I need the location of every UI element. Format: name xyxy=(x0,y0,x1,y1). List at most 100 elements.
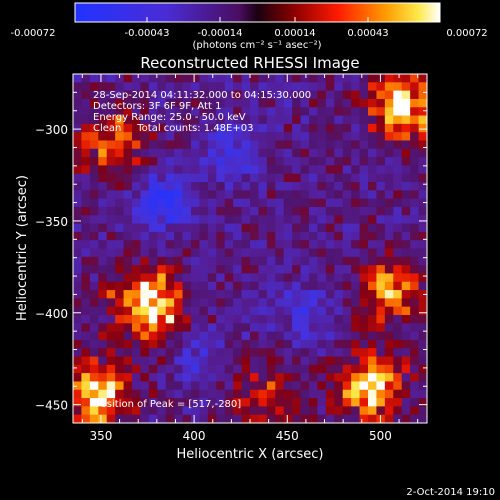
heatmap-cell xyxy=(342,223,352,233)
heatmap-cell xyxy=(224,281,234,291)
heatmap-cell xyxy=(81,140,91,150)
heatmap-cell xyxy=(148,398,158,407)
heatmap-cell xyxy=(266,331,276,341)
heatmap-cell xyxy=(241,389,251,399)
heatmap-cell xyxy=(258,74,268,83)
heatmap-cell xyxy=(191,115,201,125)
heatmap-cell xyxy=(115,231,125,241)
heatmap-cell xyxy=(174,248,184,258)
heatmap-cell xyxy=(191,298,201,308)
heatmap-cell xyxy=(275,173,285,183)
heatmap-cell xyxy=(250,323,260,333)
heatmap-cell xyxy=(132,389,142,399)
heatmap-cell xyxy=(250,265,260,275)
heatmap-cell xyxy=(283,364,293,374)
heatmap-cell xyxy=(216,298,226,308)
heatmap-cell xyxy=(342,190,352,200)
heatmap-cell xyxy=(368,348,378,358)
heatmap-cell xyxy=(292,256,302,266)
heatmap-cell xyxy=(233,381,243,391)
heatmap-cell xyxy=(233,281,243,291)
heatmap-cell xyxy=(334,339,344,349)
heatmap-cell xyxy=(157,198,167,208)
heatmap-cell xyxy=(199,348,209,358)
heatmap-cell xyxy=(258,206,268,216)
heatmap-cell xyxy=(191,414,201,423)
heatmap-cell xyxy=(165,165,175,175)
heatmap-cell xyxy=(191,306,201,316)
heatmap-cell xyxy=(157,339,167,349)
heatmap-cell xyxy=(132,148,142,158)
heatmap-cell xyxy=(199,98,209,108)
heatmap-cell xyxy=(309,331,319,341)
heatmap-cell xyxy=(250,215,260,225)
heatmap-cell xyxy=(233,240,243,250)
heatmap-cell xyxy=(317,173,327,183)
heatmap-cell xyxy=(73,389,83,399)
heatmap-cell xyxy=(182,364,192,374)
heatmap-cell xyxy=(250,248,260,258)
heatmap-cell xyxy=(182,373,192,383)
heatmap-cell xyxy=(368,90,378,100)
heatmap-cell xyxy=(73,339,83,349)
heatmap-cell xyxy=(368,364,378,374)
heatmap-cell xyxy=(148,323,158,333)
heatmap-cell xyxy=(165,364,175,374)
heatmap-cell xyxy=(106,115,116,125)
heatmap-cell xyxy=(401,281,411,291)
heatmap-cell xyxy=(393,281,403,291)
heatmap-cell xyxy=(300,165,310,175)
heatmap-cell xyxy=(334,165,344,175)
heatmap-cell xyxy=(250,107,260,117)
heatmap-cell xyxy=(233,157,243,167)
heatmap-cell xyxy=(334,323,344,333)
heatmap-cell xyxy=(132,273,142,283)
heatmap-cell xyxy=(325,231,335,241)
heatmap-cell xyxy=(191,98,201,108)
heatmap-cell xyxy=(384,148,394,158)
heatmap-cell xyxy=(224,231,234,241)
heatmap-cell xyxy=(224,248,234,258)
heatmap-cell xyxy=(174,265,184,275)
heatmap-cell xyxy=(199,265,209,275)
heatmap-cell xyxy=(401,231,411,241)
heatmap-cell xyxy=(233,74,243,83)
heatmap-cell xyxy=(368,339,378,349)
heatmap-cell xyxy=(401,90,411,100)
heatmap-cell xyxy=(224,90,234,100)
heatmap-cell xyxy=(73,140,83,150)
heatmap-cell xyxy=(410,389,420,399)
heatmap-cell xyxy=(351,123,361,133)
heatmap-cell xyxy=(157,190,167,200)
heatmap-cell xyxy=(418,348,427,358)
heatmap-cell xyxy=(73,256,83,266)
heatmap-cell xyxy=(418,148,427,158)
heatmap-cell xyxy=(89,90,99,100)
heatmap-cell xyxy=(140,273,150,283)
heatmap-cell xyxy=(207,389,217,399)
heatmap-cell xyxy=(216,398,226,407)
heatmap-cell xyxy=(376,231,386,241)
heatmap-cell xyxy=(73,314,83,324)
heatmap-cell xyxy=(300,82,310,92)
heatmap-cell xyxy=(351,265,361,275)
heatmap-cell xyxy=(89,182,99,191)
heatmap-cell xyxy=(148,74,158,83)
heatmap-cell xyxy=(174,82,184,92)
heatmap-cell xyxy=(292,123,302,133)
heatmap-cell xyxy=(376,348,386,358)
heatmap-cell xyxy=(115,248,125,258)
heatmap-cell xyxy=(216,107,226,117)
heatmap-cell xyxy=(393,215,403,225)
heatmap-cell xyxy=(300,231,310,241)
heatmap-cell xyxy=(300,290,310,299)
heatmap-cell xyxy=(376,198,386,208)
heatmap-cell xyxy=(258,406,268,416)
heatmap-cell xyxy=(191,90,201,100)
heatmap-cell xyxy=(207,356,217,366)
heatmap-cell xyxy=(199,356,209,366)
heatmap-cell xyxy=(241,348,251,358)
heatmap xyxy=(73,74,427,423)
heatmap-cell xyxy=(165,414,175,423)
heatmap-cell xyxy=(334,223,344,233)
